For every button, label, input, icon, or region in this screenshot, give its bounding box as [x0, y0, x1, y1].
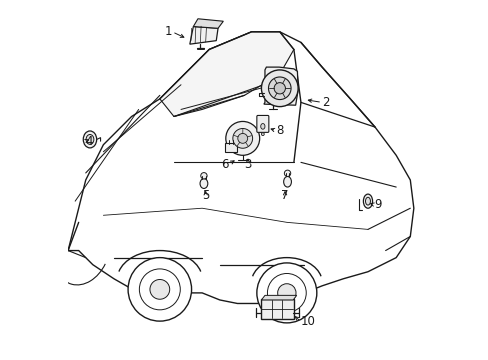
Ellipse shape — [284, 170, 290, 176]
Text: 6: 6 — [221, 158, 228, 171]
Ellipse shape — [260, 123, 264, 129]
Circle shape — [237, 134, 247, 143]
Circle shape — [261, 70, 298, 107]
Text: 5: 5 — [202, 189, 209, 202]
Text: 4: 4 — [85, 135, 92, 148]
FancyBboxPatch shape — [260, 299, 293, 319]
Text: 8: 8 — [276, 124, 283, 137]
Ellipse shape — [283, 176, 291, 187]
Circle shape — [150, 279, 169, 299]
Text: 10: 10 — [300, 315, 315, 328]
Circle shape — [128, 258, 191, 321]
Text: 3: 3 — [244, 158, 251, 171]
Text: 9: 9 — [374, 198, 381, 211]
Polygon shape — [68, 32, 413, 303]
Ellipse shape — [83, 131, 97, 148]
Ellipse shape — [86, 135, 94, 144]
Text: 1: 1 — [164, 25, 172, 38]
Polygon shape — [261, 295, 296, 300]
Circle shape — [232, 129, 252, 148]
FancyBboxPatch shape — [256, 116, 268, 132]
Polygon shape — [160, 32, 293, 117]
Circle shape — [274, 83, 285, 94]
Ellipse shape — [200, 179, 207, 189]
FancyBboxPatch shape — [225, 143, 236, 153]
Polygon shape — [189, 27, 218, 44]
Ellipse shape — [201, 172, 207, 179]
Circle shape — [277, 284, 295, 302]
Text: 2: 2 — [322, 96, 329, 109]
Polygon shape — [193, 19, 223, 28]
Text: 7: 7 — [281, 189, 288, 202]
Circle shape — [268, 77, 290, 100]
Ellipse shape — [261, 133, 264, 136]
Ellipse shape — [365, 197, 370, 205]
Circle shape — [225, 121, 259, 155]
Ellipse shape — [363, 194, 372, 208]
Polygon shape — [264, 67, 298, 105]
Circle shape — [256, 263, 316, 323]
